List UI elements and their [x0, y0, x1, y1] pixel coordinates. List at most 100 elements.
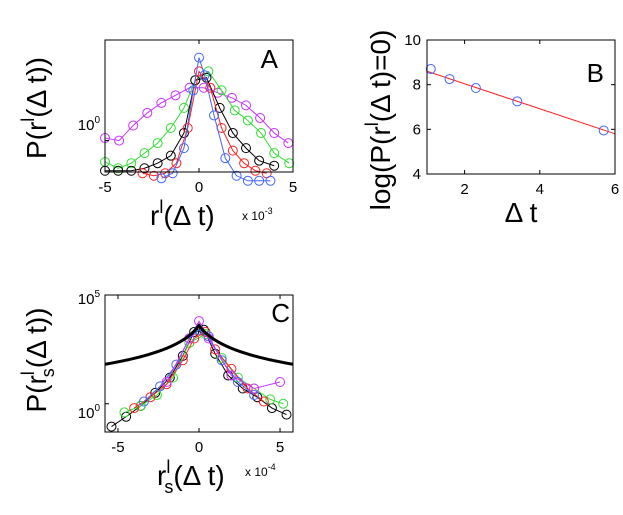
panel-c-xtick-label-1: 0 [195, 439, 203, 456]
panel-b-point-2 [470, 83, 481, 94]
panel-a-point-green-6 [178, 102, 189, 113]
panel-c-series-layer [104, 316, 294, 432]
panel-a-point-black-9 [214, 102, 225, 113]
panel-a-point-green-12 [256, 128, 267, 139]
panel-c-ytick-bottom: 100 [78, 403, 101, 422]
panel-c: -5 0 5 105 100 C P(rls(Δ t)) rl s(Δ t) x 10… [18, 289, 294, 497]
panel-a-point-red-8 [227, 145, 238, 156]
panel-a-point-red-9 [239, 158, 250, 169]
panel-a-point-magenta-11 [255, 112, 266, 123]
panel-a-point-green-3 [139, 148, 150, 159]
panel-b: 2 4 6 4 6 8 10 B log(P(rl(Δ t)=0) Δ t [362, 30, 619, 228]
panel-c-y-axis-label: P(rls(Δ t)) [18, 307, 58, 412]
panel-c-point-red-0 [129, 403, 140, 414]
panel-b-fit-line [426, 70, 616, 135]
panel-a-point-black-2 [126, 165, 137, 176]
panel-c-point-red-6 [210, 344, 221, 355]
panel-b-letter: B [587, 58, 604, 88]
panel-a-point-magenta-1 [114, 135, 125, 146]
panel-a-point-magenta-9 [226, 92, 237, 103]
panel-c-point-blue-0 [138, 396, 149, 407]
panel-a-point-blue-11 [265, 175, 276, 186]
panel-c-x-axis-label: rl s(Δ t) [157, 457, 225, 497]
panel-a-point-magenta-5 [170, 90, 181, 101]
panel-a-line-black [105, 77, 275, 172]
panel-a-point-black-5 [165, 150, 176, 161]
panel-a-x-multiplier: x 10-3 [242, 206, 273, 223]
panel-a-point-green-5 [165, 123, 176, 133]
panel-a-point-green-1 [113, 163, 124, 174]
panel-b-point-0 [425, 64, 436, 75]
panel-c-line-black [111, 329, 287, 427]
panel-a-point-magenta-7 [198, 82, 209, 93]
panel-a-point-blue-7 [220, 153, 231, 164]
panel-b-point-3 [512, 96, 523, 107]
panel-a-point-black-4 [152, 158, 163, 169]
panel-c-line-magenta [166, 320, 281, 390]
panel-b-axes-box [426, 39, 616, 175]
panel-a-xtick-label-1: 0 [195, 179, 203, 196]
panel-a-point-red-3 [171, 158, 182, 169]
panel-a-point-red-6 [205, 82, 216, 93]
panel-b-ytick-label-2: 8 [413, 77, 421, 94]
panel-c-fit-curve [104, 322, 294, 366]
panel-c-point-green-0 [119, 407, 130, 418]
panel-c-point-blue-8 [249, 390, 260, 401]
panel-b-x-axis-label: Δ t [505, 197, 538, 228]
panel-c-xtick-label-2: 5 [276, 439, 284, 456]
panel-a-point-blue-1 [167, 168, 178, 179]
panel-a-point-magenta-10 [241, 100, 251, 111]
panel-c-point-magenta-0 [161, 376, 172, 387]
panel-a-point-red-1 [148, 170, 159, 181]
panel-b-xtick-label-1: 4 [536, 181, 544, 198]
panel-a-letter: A [261, 44, 279, 74]
panel-a-point-blue-5 [199, 70, 210, 81]
panel-a-point-blue-4 [194, 52, 204, 63]
panel-c-point-black-13 [281, 409, 292, 420]
panel-a-point-magenta-3 [142, 107, 153, 118]
panel-a-point-blue-9 [242, 175, 253, 186]
panel-c-x-multiplier: x 10-4 [245, 462, 276, 479]
panel-a-point-blue-10 [254, 175, 265, 186]
panel-b-ytick-label-0: 4 [413, 166, 421, 183]
panel-a-point-magenta-12 [269, 128, 280, 139]
panel-a-point-blue-0 [156, 173, 167, 184]
panel-a-line-magenta [104, 87, 289, 144]
panel-a-point-black-6 [178, 128, 189, 139]
panel-a-point-green-4 [152, 138, 163, 149]
panel-a-point-blue-2 [178, 143, 189, 154]
panel-a-point-black-1 [113, 165, 124, 176]
panel-a-xtick-label-0: -5 [98, 179, 111, 196]
panel-a-point-black-7 [190, 75, 201, 86]
panel-b-series-layer [425, 64, 616, 136]
panel-a-point-magenta-4 [156, 97, 167, 108]
panel-c-point-green-10 [278, 398, 289, 409]
panel-c-ticks: -5 0 5 [105, 294, 284, 456]
panel-a-x-axis-label: rl(Δ t) [150, 197, 215, 231]
panel-c-xtick-label-0: -5 [111, 439, 124, 456]
panel-a-point-black-13 [269, 160, 280, 171]
panel-a-point-red-0 [137, 168, 148, 179]
panel-b-y-axis-label: log(P(rl(Δ t)=0) [362, 30, 396, 211]
panel-b-ticks: 2 4 6 4 6 8 10 [404, 32, 619, 198]
panel-a-point-magenta-2 [128, 120, 139, 131]
panel-c-point-blue-2 [171, 359, 182, 370]
panel-a: -5 0 5 100 A P(rl(Δ t)) rl(Δ t) x 10-3 [18, 39, 297, 231]
panel-a-point-green-13 [269, 148, 280, 159]
panel-c-point-magenta-4 [226, 370, 237, 381]
panel-a-point-green-9 [216, 85, 227, 96]
panel-c-point-black-6 [189, 326, 200, 337]
panel-c-point-magenta-5 [249, 383, 260, 394]
panel-b-xtick-label-0: 2 [460, 181, 468, 198]
panel-a-series-layer [100, 52, 295, 186]
panel-a-point-black-10 [227, 128, 238, 139]
panel-a-xtick-label-2: 5 [289, 179, 297, 196]
panel-c-point-magenta-6 [275, 376, 286, 387]
panel-a-point-blue-3 [188, 85, 199, 96]
panel-c-line-blue [143, 329, 255, 402]
panel-c-point-black-0 [106, 421, 117, 432]
panel-b-point-4 [598, 125, 609, 136]
panel-c-letter: C [271, 298, 290, 328]
panel-c-point-red-9 [258, 396, 269, 407]
